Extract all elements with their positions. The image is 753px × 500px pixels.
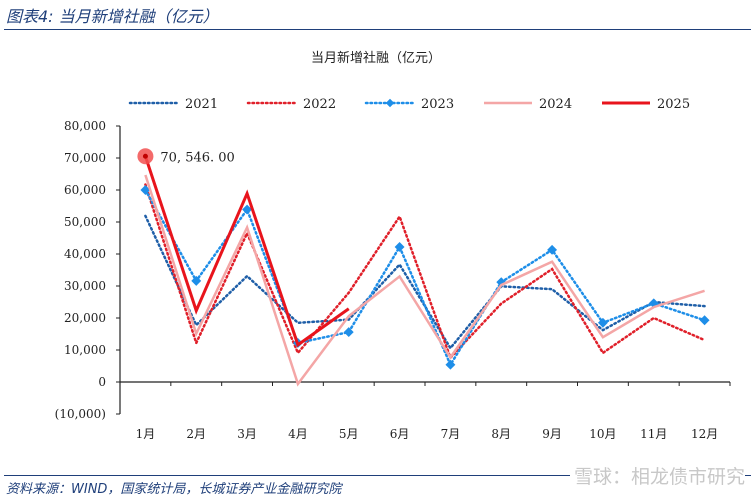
legend-label-2023: 2023	[421, 97, 454, 112]
source-note: 资料来源：WIND，国家统计局，长城证券产业金融研究院	[6, 482, 342, 497]
x-tick-label: 4月	[288, 427, 308, 441]
x-tick-label: 1月	[136, 427, 156, 441]
data-point-2023	[343, 327, 354, 338]
y-tick-label: 70,000	[64, 151, 106, 165]
source-rule	[4, 475, 751, 476]
y-tick-label: 10,000	[64, 343, 106, 357]
x-tick-label: 8月	[491, 427, 511, 441]
data-point-2023	[191, 275, 202, 286]
chart: 当月新增社融（亿元） 2021 2022 2023 2024 2025 (10,000)…	[55, 50, 731, 441]
figure-title: 图表4: 当月新增社融（亿元）	[6, 7, 219, 26]
x-tick-label: 11月	[640, 427, 667, 441]
series-line-2024	[144, 174, 705, 387]
x-tick-label: 12月	[691, 427, 718, 441]
legend-label-2022: 2022	[303, 97, 336, 112]
watermark: 雪球：相龙债市研究	[569, 462, 745, 489]
data-point-2023	[445, 359, 456, 370]
x-tick-label: 5月	[339, 427, 359, 441]
data-point-2023	[242, 204, 253, 215]
data-point-2023	[394, 242, 405, 252]
series-lines: 70, 546. 00	[137, 148, 710, 387]
data-point-2023	[547, 244, 558, 255]
series-line-2023	[144, 188, 706, 368]
data-label: 70, 546. 00	[160, 150, 234, 165]
y-tick-label: 60,000	[64, 183, 106, 197]
y-tick-label: 50,000	[64, 215, 106, 229]
highlight-point-center	[142, 153, 148, 159]
y-tick-label: 80,000	[64, 119, 106, 133]
x-tick-label: 3月	[237, 427, 257, 441]
x-tick-label: 2月	[186, 427, 206, 441]
x-tick-label: 10月	[589, 427, 616, 441]
y-tick-label: 30,000	[64, 279, 106, 293]
data-point-2023	[597, 317, 608, 328]
y-tick-label: 20,000	[64, 311, 106, 325]
data-point-2023	[140, 185, 151, 195]
x-tick-label: 6月	[390, 427, 410, 441]
legend-label-2024: 2024	[539, 97, 572, 112]
x-tick-label: 7月	[441, 427, 461, 441]
y-tick-label: 0	[98, 375, 106, 389]
legend-label-2021: 2021	[185, 97, 218, 112]
axes: (10,000) 0 10,000 20,000 30,000 40,000 50,000 6…	[55, 119, 731, 441]
legend-label-2025: 2025	[657, 97, 690, 112]
title-rule	[4, 29, 751, 30]
legend: 2021 2022 2023 2024 2025	[128, 97, 690, 112]
series-line-2025	[143, 155, 350, 348]
data-point-2023	[699, 315, 710, 326]
chart-title: 当月新增社融（亿元）	[311, 50, 441, 66]
x-tick-label: 9月	[542, 427, 562, 441]
y-tick-label: (10,000)	[55, 407, 106, 421]
y-tick-label: 40,000	[64, 247, 106, 261]
legend-marker-2023	[385, 98, 395, 108]
series-line-2022	[144, 183, 706, 361]
